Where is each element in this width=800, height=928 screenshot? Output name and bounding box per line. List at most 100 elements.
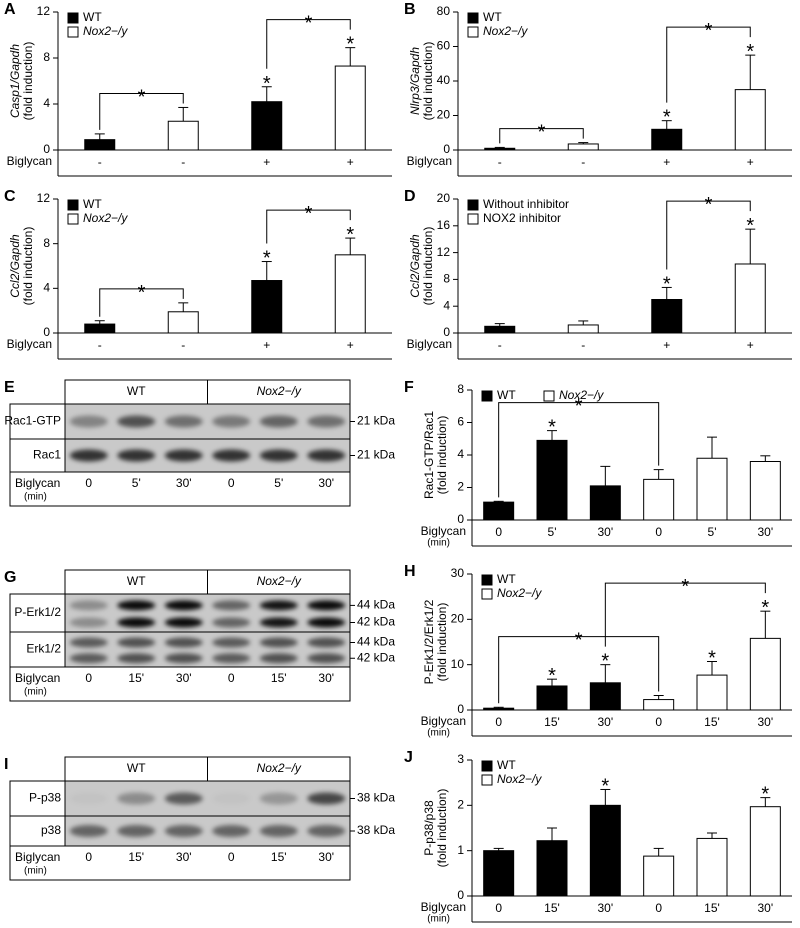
blot-band: [307, 600, 346, 611]
bar: [749, 461, 781, 521]
significance-star: *: [548, 417, 556, 439]
bar: [84, 323, 116, 334]
significance-star: *: [746, 215, 754, 237]
bar: [589, 804, 621, 897]
y-tick-label: 0: [457, 512, 464, 526]
lane-label: 15': [271, 850, 287, 864]
x-tick-label: -: [98, 338, 102, 352]
bracket-star: *: [705, 194, 713, 216]
significance-bracket: [99, 288, 184, 317]
x-tick-label: 0: [655, 525, 662, 539]
legend-swatch: [481, 574, 493, 586]
x-axis-unit: (min): [427, 914, 450, 925]
panel-label: B: [404, 1, 416, 18]
bar: [734, 263, 766, 334]
blot-row-label: P-p38: [29, 791, 61, 805]
bar: [749, 806, 781, 897]
x-tick-label: +: [263, 155, 270, 169]
blot-band: [259, 792, 298, 805]
y-tick-label: 0: [443, 325, 450, 339]
bar: [651, 299, 683, 334]
lane-row: [9, 471, 351, 507]
significance-bracket: [266, 19, 351, 69]
group-label: WT: [127, 574, 146, 588]
blot-row-label: Erk1/2: [26, 642, 61, 656]
y-tick-label: 40: [437, 73, 451, 87]
bar: [589, 682, 621, 711]
lane-label: 0: [228, 476, 235, 490]
size-marker: 42 kDa: [357, 650, 395, 664]
y-tick-label: 8: [443, 272, 450, 286]
x-axis-label: Biglycan: [15, 476, 60, 490]
bracket-star: *: [575, 630, 583, 652]
significance-star: *: [761, 784, 769, 806]
blot-band: [69, 415, 108, 428]
bracket-star: *: [138, 86, 146, 108]
x-axis-label: Biglycan: [407, 154, 452, 168]
y-tick-label: 4: [43, 281, 50, 295]
bar: [643, 855, 675, 897]
legend-swatch: [481, 390, 493, 402]
size-marker: 44 kDa: [357, 598, 395, 612]
size-marker: 38 kDa: [357, 791, 395, 805]
bar: [536, 439, 568, 521]
lane-row: [9, 666, 351, 702]
panel-label: H: [404, 563, 416, 580]
blot-band: [117, 617, 156, 628]
panel-label: G: [4, 569, 16, 586]
x-axis-label: Biglycan: [407, 337, 452, 351]
x-tick-label: 15': [544, 715, 560, 729]
y-axis-label: P-p38/p38: [422, 800, 436, 856]
y-axis-label: (fold induction): [421, 227, 435, 306]
blot-image: [64, 438, 351, 473]
y-axis-label: P-Erk1/2/Erk1/2: [422, 599, 436, 684]
blot-band: [69, 825, 108, 837]
x-tick-label: 0: [495, 715, 502, 729]
bracket-star: *: [305, 203, 313, 225]
x-tick-label: 30': [758, 715, 774, 729]
y-axis-label: (fold induction): [435, 416, 449, 495]
bar: [251, 280, 283, 334]
significance-bracket: [266, 209, 351, 244]
blot-row-label: P-Erk1/2: [14, 605, 61, 619]
blot-band: [69, 637, 108, 648]
blot-band: [212, 825, 251, 837]
x-tick-label: 30': [598, 901, 614, 915]
x-tick-label: +: [663, 155, 670, 169]
bar: [334, 254, 366, 334]
blot-band: [307, 415, 346, 428]
x-axis-label: Biglycan: [7, 154, 52, 168]
y-tick-label: 20: [437, 191, 451, 205]
blot-band: [164, 637, 203, 648]
bar: [643, 478, 675, 521]
bar: [536, 840, 568, 897]
y-tick-label: 60: [437, 39, 451, 53]
lane-label: 30': [176, 476, 192, 490]
blot-band: [69, 653, 108, 664]
panel-label: I: [4, 756, 8, 773]
size-marker: 42 kDa: [357, 615, 395, 629]
significance-star: *: [708, 647, 716, 669]
blot-band: [259, 600, 298, 611]
blot-band: [117, 653, 156, 664]
x-axis-unit: (min): [427, 538, 450, 549]
lane-label: 0: [85, 850, 92, 864]
significance-star: *: [263, 73, 271, 95]
blot-band: [259, 617, 298, 628]
bracket-star: *: [705, 20, 713, 42]
blot-band: [212, 449, 251, 462]
lane-label: 15': [128, 671, 144, 685]
blot-band: [164, 449, 203, 462]
blot-band: [212, 617, 251, 628]
y-axis-label: Casp1/Gapdh: [8, 44, 22, 118]
group-label: WT: [127, 384, 146, 398]
size-marker: 21 kDa: [357, 414, 395, 428]
x-tick-label: 15': [544, 901, 560, 915]
blot-band: [69, 449, 108, 462]
x-tick-label: 0: [655, 901, 662, 915]
blot-band: [117, 825, 156, 837]
blot-band: [117, 600, 156, 611]
blot-band: [164, 653, 203, 664]
x-tick-label: 0: [655, 715, 662, 729]
bar: [696, 837, 728, 897]
